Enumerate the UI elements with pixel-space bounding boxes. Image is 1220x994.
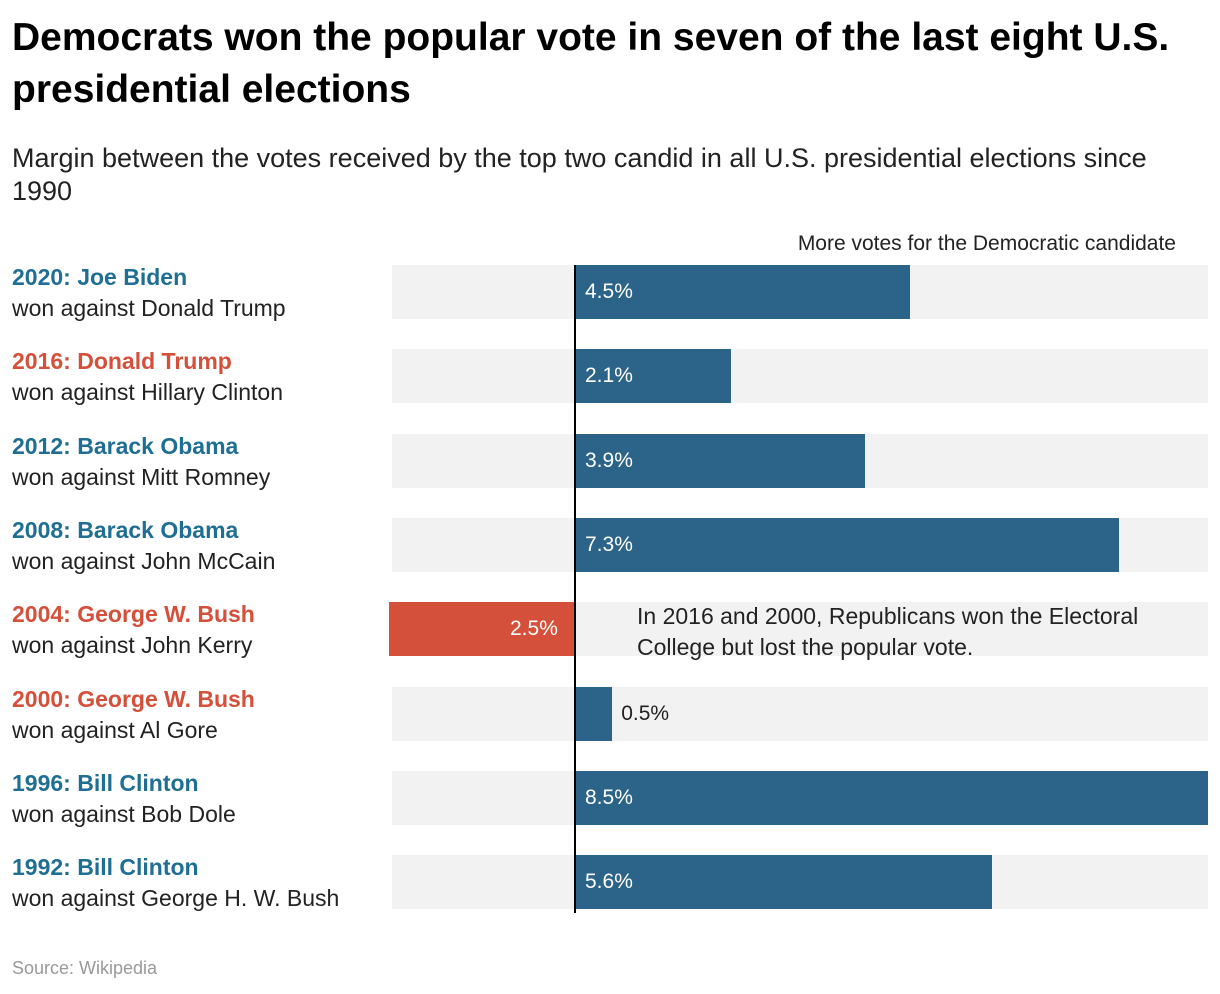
row-label: 1996: Bill Clinton won against Bob Dole: [12, 768, 392, 830]
row-heading: 1996: Bill Clinton: [12, 769, 199, 796]
bar-track: [392, 349, 1208, 404]
axis-label: More votes for the Democratic candidate: [797, 232, 1176, 255]
row-subheading: won against Donald Trump: [12, 295, 286, 321]
bar: [575, 770, 1208, 825]
bar-value-label: 0.5%: [621, 701, 670, 725]
row-subheading: won against George H. W. Bush: [12, 885, 340, 912]
bar-value-label: 2.5%: [510, 617, 558, 641]
row-heading: 2016: Donald Trump: [12, 348, 232, 375]
row-heading: 2020: Joe Biden: [12, 264, 188, 290]
chart-row: 1992: Bill Clinton won against George H. …: [0, 852, 1220, 936]
bar: [575, 855, 993, 910]
chart-row: 2020: Joe Biden won against Donald Trump 4…: [0, 262, 1220, 346]
bar-value-label: 8.5%: [585, 785, 633, 809]
chart-subtitle: Margin between the votes received by the…: [12, 143, 1147, 206]
zero-baseline: [574, 265, 576, 913]
bar-value-label: 3.9%: [585, 448, 633, 472]
row-heading: 2000: George W. Bush: [12, 685, 255, 712]
chart-row: 1996: Bill Clinton won against Bob Dole 8.…: [0, 768, 1220, 852]
row-label: 2012: Barack Obama won against Mitt Romne…: [12, 431, 392, 493]
source-note: Source: Wikipedia: [12, 958, 158, 978]
chart-row: 2016: Donald Trump won against Hillary Cl…: [0, 346, 1220, 430]
row-subheading: won against Hillary Clinton: [12, 379, 284, 406]
bar-track: [392, 686, 1208, 741]
row-subheading: won against Mitt Romney: [12, 463, 271, 490]
bar: [575, 265, 911, 319]
bar-value-label: 5.6%: [585, 870, 633, 894]
chart-row: 2012: Barack Obama won against Mitt Romne…: [0, 431, 1220, 515]
row-subheading: won against Bob Dole: [12, 800, 236, 827]
bar: [575, 433, 866, 488]
bar: [575, 349, 732, 404]
bar-value-label: 7.3%: [585, 532, 633, 556]
bar: [575, 686, 613, 741]
row-subheading: won against John McCain: [12, 547, 276, 574]
row-heading: 2012: Barack Obama: [12, 432, 239, 459]
chart-annotation: In 2016 and 2000, Republicans won the El…: [637, 603, 1139, 660]
row-label: 2008: Barack Obama won against John McCai…: [12, 515, 392, 577]
bar-value-label: 2.1%: [585, 364, 633, 388]
chart-row: 2000: George W. Bush won against Al Gore 0…: [0, 684, 1220, 768]
row-subheading: won against John Kerry: [12, 632, 253, 659]
chart-row: 2008: Barack Obama won against John McCai…: [0, 515, 1220, 599]
bar: [388, 602, 575, 657]
row-label: 2020: Joe Biden won against Donald Trump: [12, 262, 392, 324]
row-label: 2000: George W. Bush won against Al Gore: [12, 684, 392, 746]
chart-title: Democrats won the popular vote in seven …: [12, 16, 1170, 111]
row-heading: 2004: George W. Bush: [12, 601, 255, 628]
row-label: 2016: Donald Trump won against Hillary Cl…: [12, 346, 392, 408]
bar: [575, 517, 1119, 572]
row-subheading: won against Al Gore: [12, 716, 218, 743]
bar-value-label: 4.5%: [585, 280, 633, 303]
row-heading: 1992: Bill Clinton: [12, 854, 199, 881]
chart-row: 2004: George W. Bush won against John Ker…: [0, 599, 1220, 683]
row-label: 2004: George W. Bush won against John Ker…: [12, 599, 392, 661]
row-label: 1992: Bill Clinton won against George H. …: [12, 852, 392, 914]
row-heading: 2008: Barack Obama: [12, 516, 239, 543]
